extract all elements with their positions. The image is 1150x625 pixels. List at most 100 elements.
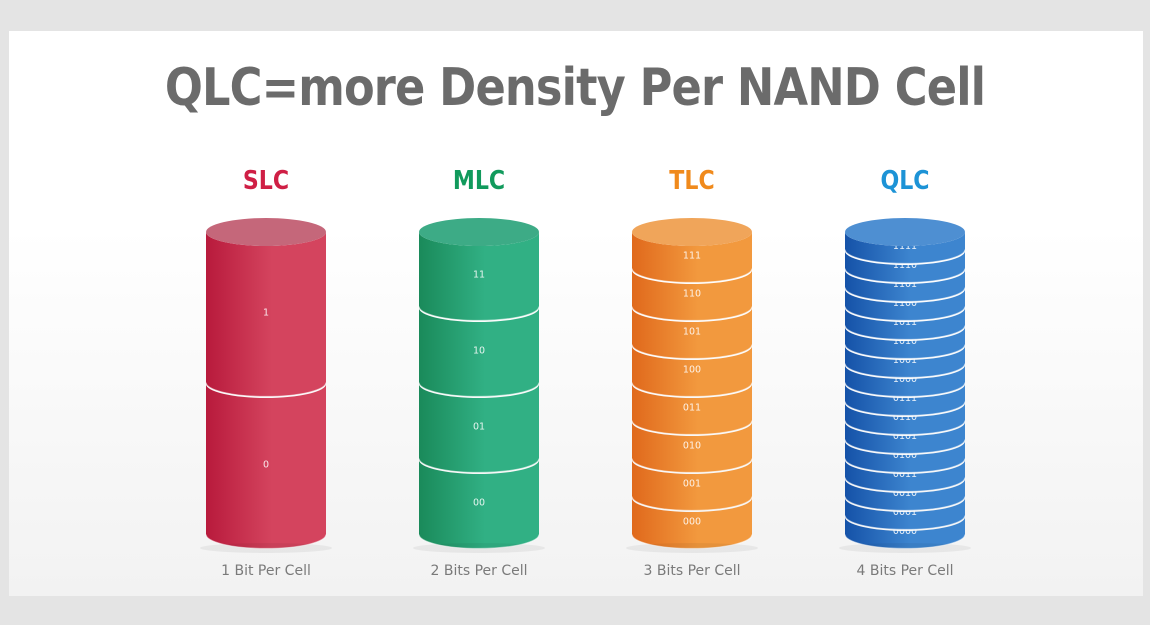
- tlc-level-label: 001: [683, 478, 701, 489]
- mlc-cylinder-stack: 00 01 10 11: [413, 218, 545, 553]
- qlc-cell-edge: [844, 382, 966, 398]
- tlc-level-label: 010: [683, 440, 701, 451]
- qlc-level-label: 1101: [893, 279, 917, 290]
- qlc-cell-level: 0110: [844, 403, 966, 436]
- qlc-label: QLC: [880, 166, 930, 196]
- qlc-cell-level: 1000: [844, 365, 966, 398]
- mlc-cell-body: [419, 232, 539, 321]
- qlc-cell-level: 1011: [844, 308, 966, 341]
- mlc-level-label: 01: [473, 421, 485, 432]
- qlc-cell-edge: [844, 344, 966, 360]
- qlc-cell-body: [845, 346, 965, 378]
- tlc-cell-edge: [631, 458, 753, 474]
- page-title: QLC=more Density Per NAND Cell: [164, 58, 986, 118]
- qlc-level-label: 0001: [893, 507, 917, 518]
- qlc-top-cap: [845, 218, 965, 246]
- tlc-cell-edge: [631, 420, 753, 436]
- tlc-cell-level: 111: [631, 232, 753, 284]
- qlc-cell-body: [845, 327, 965, 359]
- tlc-cell-body: [632, 460, 752, 511]
- slc-level-label: 1: [263, 307, 269, 318]
- mlc-cell-level: 10: [418, 308, 540, 398]
- qlc-cell-level: 0111: [844, 384, 966, 417]
- tlc-cell-edge: [631, 306, 753, 322]
- qlc-cell-level: 0100: [844, 441, 966, 474]
- tlc-cell-body: [632, 270, 752, 321]
- qlc-level-label: 1010: [893, 336, 917, 347]
- qlc-level-label: 0110: [893, 412, 917, 423]
- qlc-shadow: [839, 543, 971, 553]
- tlc-label: TLC: [669, 166, 715, 196]
- qlc-cell-body: [845, 289, 965, 321]
- qlc-cell-level: 0010: [844, 479, 966, 512]
- qlc-level-label: 0101: [893, 431, 917, 442]
- tlc-level-label: 011: [683, 402, 701, 413]
- qlc-cell-edge: [844, 401, 966, 417]
- mlc-shadow: [413, 543, 545, 553]
- tlc-top-cap: [632, 218, 752, 246]
- qlc-level-label: 1110: [893, 260, 917, 271]
- tlc-cell-body: [632, 346, 752, 397]
- tlc-caption: 3 Bits Per Cell: [643, 563, 741, 579]
- qlc-level-label: 0011: [893, 469, 917, 480]
- slc-cell-level: 0: [205, 384, 327, 550]
- tlc-cell-edge: [631, 496, 753, 512]
- mlc-level-label: 10: [473, 345, 485, 356]
- mlc-cell-body: [419, 384, 539, 473]
- tlc-cell-edge: [631, 268, 753, 284]
- tlc-cell-body: [632, 422, 752, 473]
- qlc-level-label: 0100: [893, 450, 917, 461]
- qlc-cell-edge: [844, 439, 966, 455]
- tlc-level-label: 101: [683, 326, 701, 337]
- slc-cell-edge: [205, 382, 327, 398]
- qlc-cell-edge: [844, 363, 966, 379]
- qlc-cell-level: 1110: [844, 251, 966, 284]
- qlc-cell-edge: [844, 287, 966, 303]
- qlc-cell-level: 1111: [844, 232, 966, 265]
- tlc-level-label: 110: [683, 288, 701, 299]
- slc-cylinder-stack: 01: [200, 218, 332, 553]
- qlc-cylinder-stack: 0000 0001 0010 0011 0100 0101 0110 0111 1000 1001…: [839, 218, 971, 553]
- qlc-caption: 4 Bits Per Cell: [856, 563, 954, 579]
- qlc-cell-edge: [844, 268, 966, 284]
- qlc-level-label: 0000: [893, 526, 917, 537]
- qlc-cell-edge: [844, 325, 966, 341]
- qlc-cell-edge: [844, 306, 966, 322]
- tlc-shadow: [626, 543, 758, 553]
- tlc-level-label: 111: [683, 250, 701, 261]
- mlc-cell-edge: [418, 534, 540, 550]
- qlc-cell-body: [845, 479, 965, 511]
- qlc-cell-body: [845, 498, 965, 530]
- mlc-label: MLC: [452, 166, 506, 196]
- slc-top-cap: [206, 218, 326, 246]
- tlc-level-label: 000: [683, 516, 701, 527]
- qlc-cell-body: [845, 441, 965, 473]
- slc-shadow: [200, 543, 332, 553]
- mlc-cell-body: [419, 308, 539, 397]
- qlc-cell-level: 0001: [844, 498, 966, 531]
- qlc-cell-body: [845, 308, 965, 340]
- mlc-cell-level: 01: [418, 384, 540, 474]
- mlc-cell-level: 00: [418, 460, 540, 550]
- slc-caption: 1 Bit Per Cell: [221, 563, 311, 579]
- qlc-cell-level: 1100: [844, 289, 966, 322]
- slc-level-label: 0: [263, 459, 269, 470]
- qlc-cell-body: [845, 365, 965, 397]
- qlc-cell-body: [845, 517, 965, 549]
- tlc-cell-body: [632, 384, 752, 435]
- mlc-level-label: 00: [473, 497, 485, 508]
- qlc-cell-level: 1001: [844, 346, 966, 379]
- qlc-cell-body: [845, 251, 965, 283]
- mlc-level-label: 11: [473, 269, 485, 280]
- qlc-cell-body: [845, 270, 965, 302]
- qlc-cell-edge: [844, 496, 966, 512]
- tlc-cell-level: 100: [631, 346, 753, 398]
- slc-cell-edge: [205, 534, 327, 550]
- tlc-cell-level: 000: [631, 498, 753, 550]
- tlc-cylinder-stack: 000 001 010 011 100 101 110 111: [626, 218, 758, 553]
- slc-cell-body: [206, 384, 326, 549]
- qlc-cell-edge: [844, 249, 966, 265]
- qlc-level-label: 0010: [893, 488, 917, 499]
- tlc-cell-level: 001: [631, 460, 753, 512]
